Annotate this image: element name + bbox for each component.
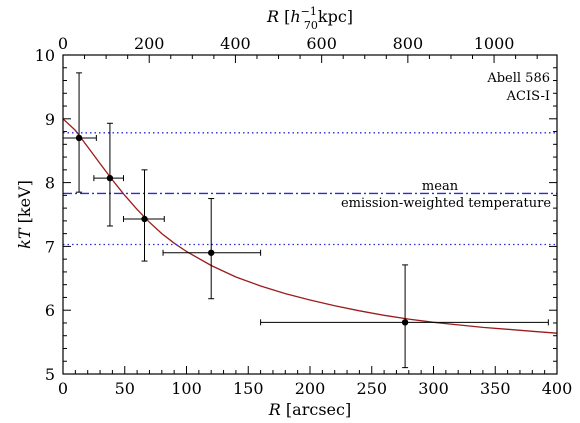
y-tick-label: 8 [45,174,55,193]
x-axis-title-unit: [arcsec] [281,400,351,419]
top-axis-title-h: h [290,7,300,26]
annotation-cluster-name: Abell 586 [486,71,550,86]
top-tick-label: 600 [306,34,337,53]
model-curve [62,118,558,334]
data-point-group [93,122,125,227]
data-point-group [260,264,549,369]
top-tick-label: 200 [134,34,165,53]
x-tick-label: 150 [233,379,264,398]
data-point [141,215,148,223]
y-tick-label: 9 [45,110,55,129]
y-tick-label: 7 [45,237,55,256]
top-axis-title-h-sup: −1 [301,5,317,18]
top-axis-title-h-sub: 70 [304,19,318,32]
mean-label-line2: emission-weighted temperature [341,196,551,211]
annotation-instrument: ACIS-I [506,89,550,104]
top-tick-label: 800 [393,34,424,53]
top-axis-title-var: R [266,7,279,26]
x-tick-label: 100 [171,379,202,398]
x-tick-label: 400 [542,379,573,398]
data-point-group [62,72,97,193]
data-point [75,134,83,142]
top-axis-title-unit: kpc] [318,7,353,26]
y-tick-label: 10 [35,46,55,65]
y-tick-label: 6 [45,301,55,320]
data-points-layer [62,72,549,369]
reference-lines-layer [63,132,557,246]
x-tick-label: 200 [295,379,326,398]
y-axis-title-unit: [keV] [15,180,34,228]
x-tick-label: 350 [480,379,511,398]
top-axis-title-open: [ [279,7,290,26]
y-axis-title-var: kT [15,227,34,249]
data-point-group [162,198,262,300]
data-point [401,319,409,326]
plot-frame [62,54,558,375]
x-axis-title: R [arcsec] [268,400,351,419]
mean-label-line1: mean [422,179,459,194]
data-point [106,174,114,182]
x-tick-label: 0 [58,379,68,398]
top-tick-label: 0 [58,34,68,53]
model-curve-layer [62,118,558,334]
y-axis-title: kT [keV] [15,180,34,249]
x-tick-label: 250 [356,379,387,398]
top-axis-title: R [h−1 70kpc] [266,5,353,32]
data-point-group [123,169,165,262]
y-tick-label: 5 [45,365,55,384]
x-tick-label: 50 [115,379,135,398]
top-tick-label: 400 [220,34,251,53]
x-tick-label: 300 [418,379,449,398]
top-tick-label: 1000 [474,34,515,53]
data-point [208,249,215,256]
x-axis-title-var: R [268,400,281,419]
